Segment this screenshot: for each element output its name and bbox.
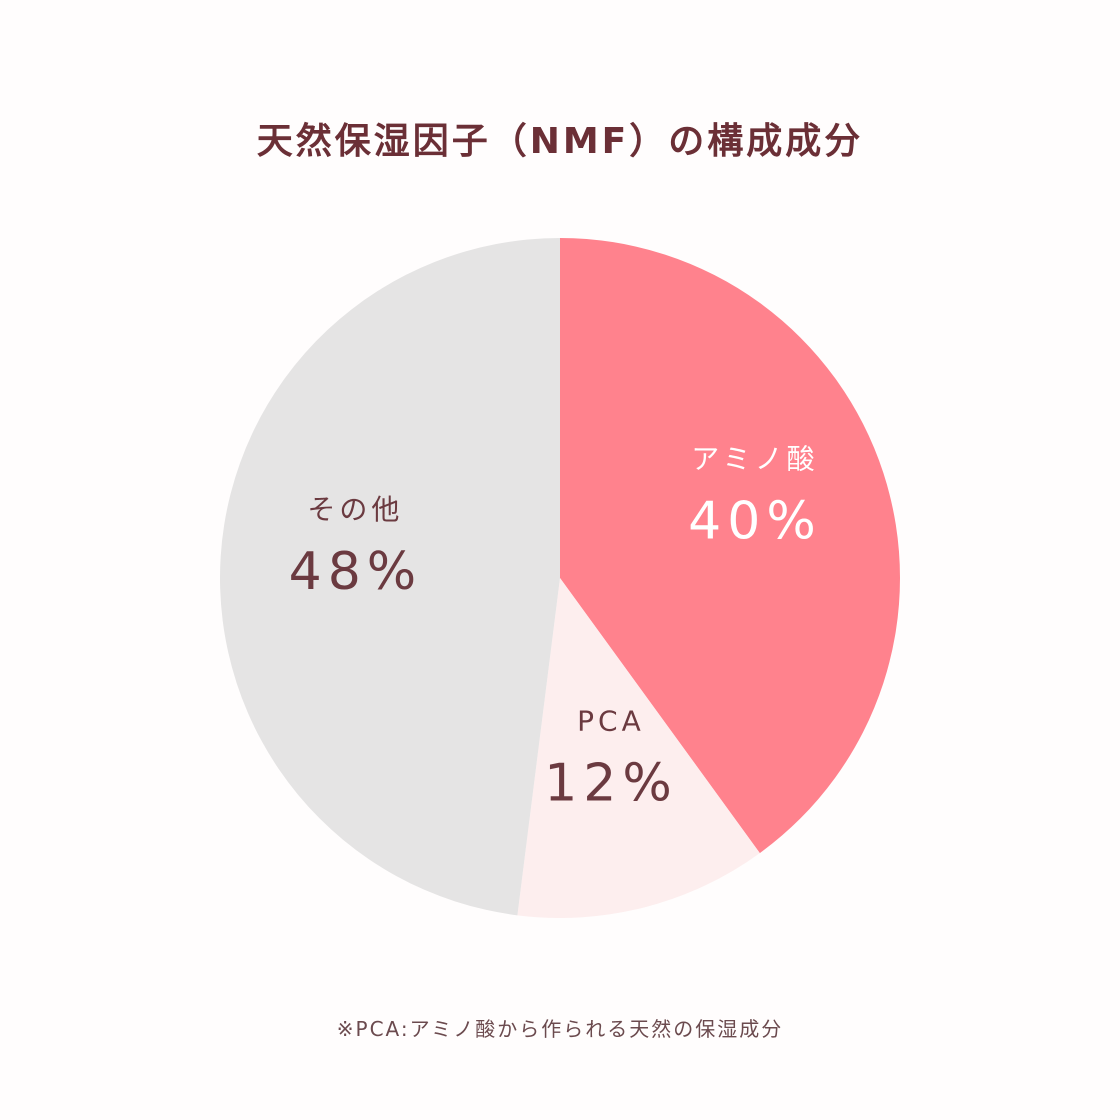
slice-label-0: アミノ酸 — [691, 443, 818, 476]
footnote: ※PCA:アミノ酸から作られる天然の保湿成分 — [336, 1017, 784, 1041]
pie-slice-1 — [517, 578, 760, 918]
slice-label-2: その他 — [307, 493, 403, 526]
pie-slice-2 — [220, 238, 560, 916]
slice-value-2: 48% — [289, 542, 423, 602]
chart-title: 天然保湿因子（NMF）の構成成分 — [256, 121, 864, 162]
pie-slice-0 — [560, 238, 901, 854]
pie-slices — [220, 238, 901, 918]
slice-label-1: PCA — [577, 705, 645, 738]
slice-value-0: 40% — [688, 492, 822, 552]
pie-labels: アミノ酸 40% PCA 12% その他 48% — [289, 443, 822, 814]
slice-value-1: 12% — [544, 754, 678, 814]
